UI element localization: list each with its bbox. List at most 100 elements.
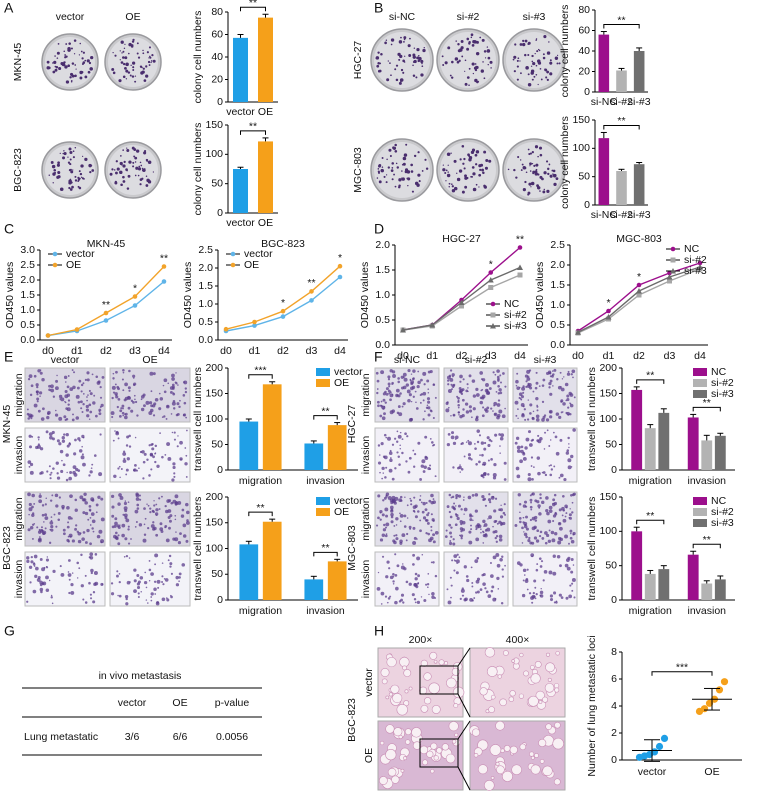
- stained-cell: [42, 581, 47, 586]
- stained-cell: [451, 388, 453, 390]
- legend-label: OE: [244, 259, 259, 271]
- colony: [457, 43, 460, 46]
- stained-cell: [493, 412, 498, 417]
- stained-cell: [394, 437, 397, 440]
- stained-cell: [449, 369, 453, 372]
- stained-cell: [167, 457, 172, 461]
- stained-cell: [481, 453, 484, 457]
- colony: [73, 39, 77, 42]
- x-tick-label: d2: [100, 345, 112, 357]
- stained-cell: [48, 579, 51, 582]
- x-tick-label: migration: [239, 475, 282, 487]
- colony: [380, 168, 384, 173]
- stained-cell: [26, 412, 30, 416]
- marker: [697, 260, 703, 266]
- stained-cell: [571, 501, 574, 504]
- stained-cell: [171, 383, 175, 387]
- y-tick-label: 100: [205, 148, 223, 160]
- tissue-space: [452, 686, 465, 699]
- colony: [148, 64, 151, 66]
- image-row-label: MGC-803: [346, 525, 358, 571]
- tissue-space: [539, 759, 545, 764]
- colony: [543, 171, 547, 175]
- colony: [52, 182, 54, 184]
- stained-cell: [460, 534, 464, 538]
- stained-cell: [413, 496, 416, 499]
- stained-cell: [410, 400, 413, 403]
- stained-cell: [77, 539, 82, 544]
- image-row-label: HGC-27: [346, 405, 358, 444]
- stained-cell: [497, 413, 501, 418]
- colony: [461, 190, 465, 194]
- colony: [90, 164, 93, 167]
- colony: [448, 182, 451, 185]
- stained-cell: [155, 533, 159, 537]
- colony: [555, 177, 559, 180]
- colony: [451, 189, 456, 193]
- colony: [543, 35, 547, 39]
- stained-cell: [564, 534, 568, 539]
- stained-cell: [53, 513, 56, 516]
- stained-cell: [552, 370, 554, 372]
- colony: [547, 172, 550, 176]
- stained-cell: [60, 572, 65, 577]
- stained-cell: [487, 459, 490, 462]
- stained-cell: [426, 521, 430, 525]
- stained-cell: [501, 575, 505, 578]
- stained-cell: [552, 571, 557, 576]
- stained-cell: [454, 513, 458, 516]
- stained-cell: [534, 386, 538, 390]
- colony: [387, 166, 390, 169]
- stained-cell: [117, 502, 121, 506]
- stained-cell: [174, 537, 179, 542]
- annotation: *: [637, 271, 641, 283]
- stained-cell: [26, 559, 30, 564]
- stained-cell: [401, 386, 405, 390]
- stained-cell: [377, 404, 380, 408]
- colony: [398, 40, 403, 44]
- stained-cell: [483, 525, 485, 527]
- colony: [385, 181, 388, 184]
- stained-cell: [52, 569, 56, 573]
- y-tick-label: 150: [205, 517, 223, 529]
- stained-cell: [184, 387, 187, 390]
- colony: [390, 38, 395, 42]
- legend-swatch: [693, 519, 707, 527]
- stained-cell: [52, 467, 55, 470]
- stained-cell: [36, 578, 41, 582]
- stained-cell: [130, 409, 134, 413]
- stained-cell: [563, 477, 567, 482]
- stained-cell: [468, 540, 473, 545]
- stained-cell: [567, 370, 570, 373]
- stained-cell: [148, 568, 152, 572]
- stained-cell: [55, 409, 57, 412]
- stained-cell: [129, 581, 131, 583]
- colony: [127, 52, 130, 55]
- stained-cell: [571, 577, 576, 582]
- stained-cell: [475, 417, 479, 422]
- bar: [714, 579, 726, 600]
- stained-cell: [531, 417, 535, 421]
- tissue-space: [380, 668, 390, 677]
- colony: [552, 169, 556, 173]
- stained-cell: [420, 501, 423, 504]
- stained-cell: [409, 497, 412, 500]
- stained-cell: [171, 401, 176, 406]
- colony: [472, 72, 475, 75]
- stained-cell: [165, 509, 169, 514]
- x-tick-label: d0: [42, 345, 54, 357]
- stained-cell: [376, 586, 381, 591]
- stained-cell: [488, 387, 492, 390]
- stained-cell: [154, 397, 159, 402]
- stained-cell: [422, 371, 427, 376]
- colony: [142, 168, 146, 172]
- stained-cell: [530, 553, 535, 557]
- stained-cell: [459, 388, 464, 393]
- stained-cell: [539, 530, 543, 534]
- colony: [487, 63, 489, 66]
- stained-cell: [419, 529, 422, 533]
- stained-cell: [393, 525, 396, 527]
- colony: [456, 172, 458, 174]
- stained-cell: [564, 515, 567, 518]
- stained-cell: [572, 492, 576, 496]
